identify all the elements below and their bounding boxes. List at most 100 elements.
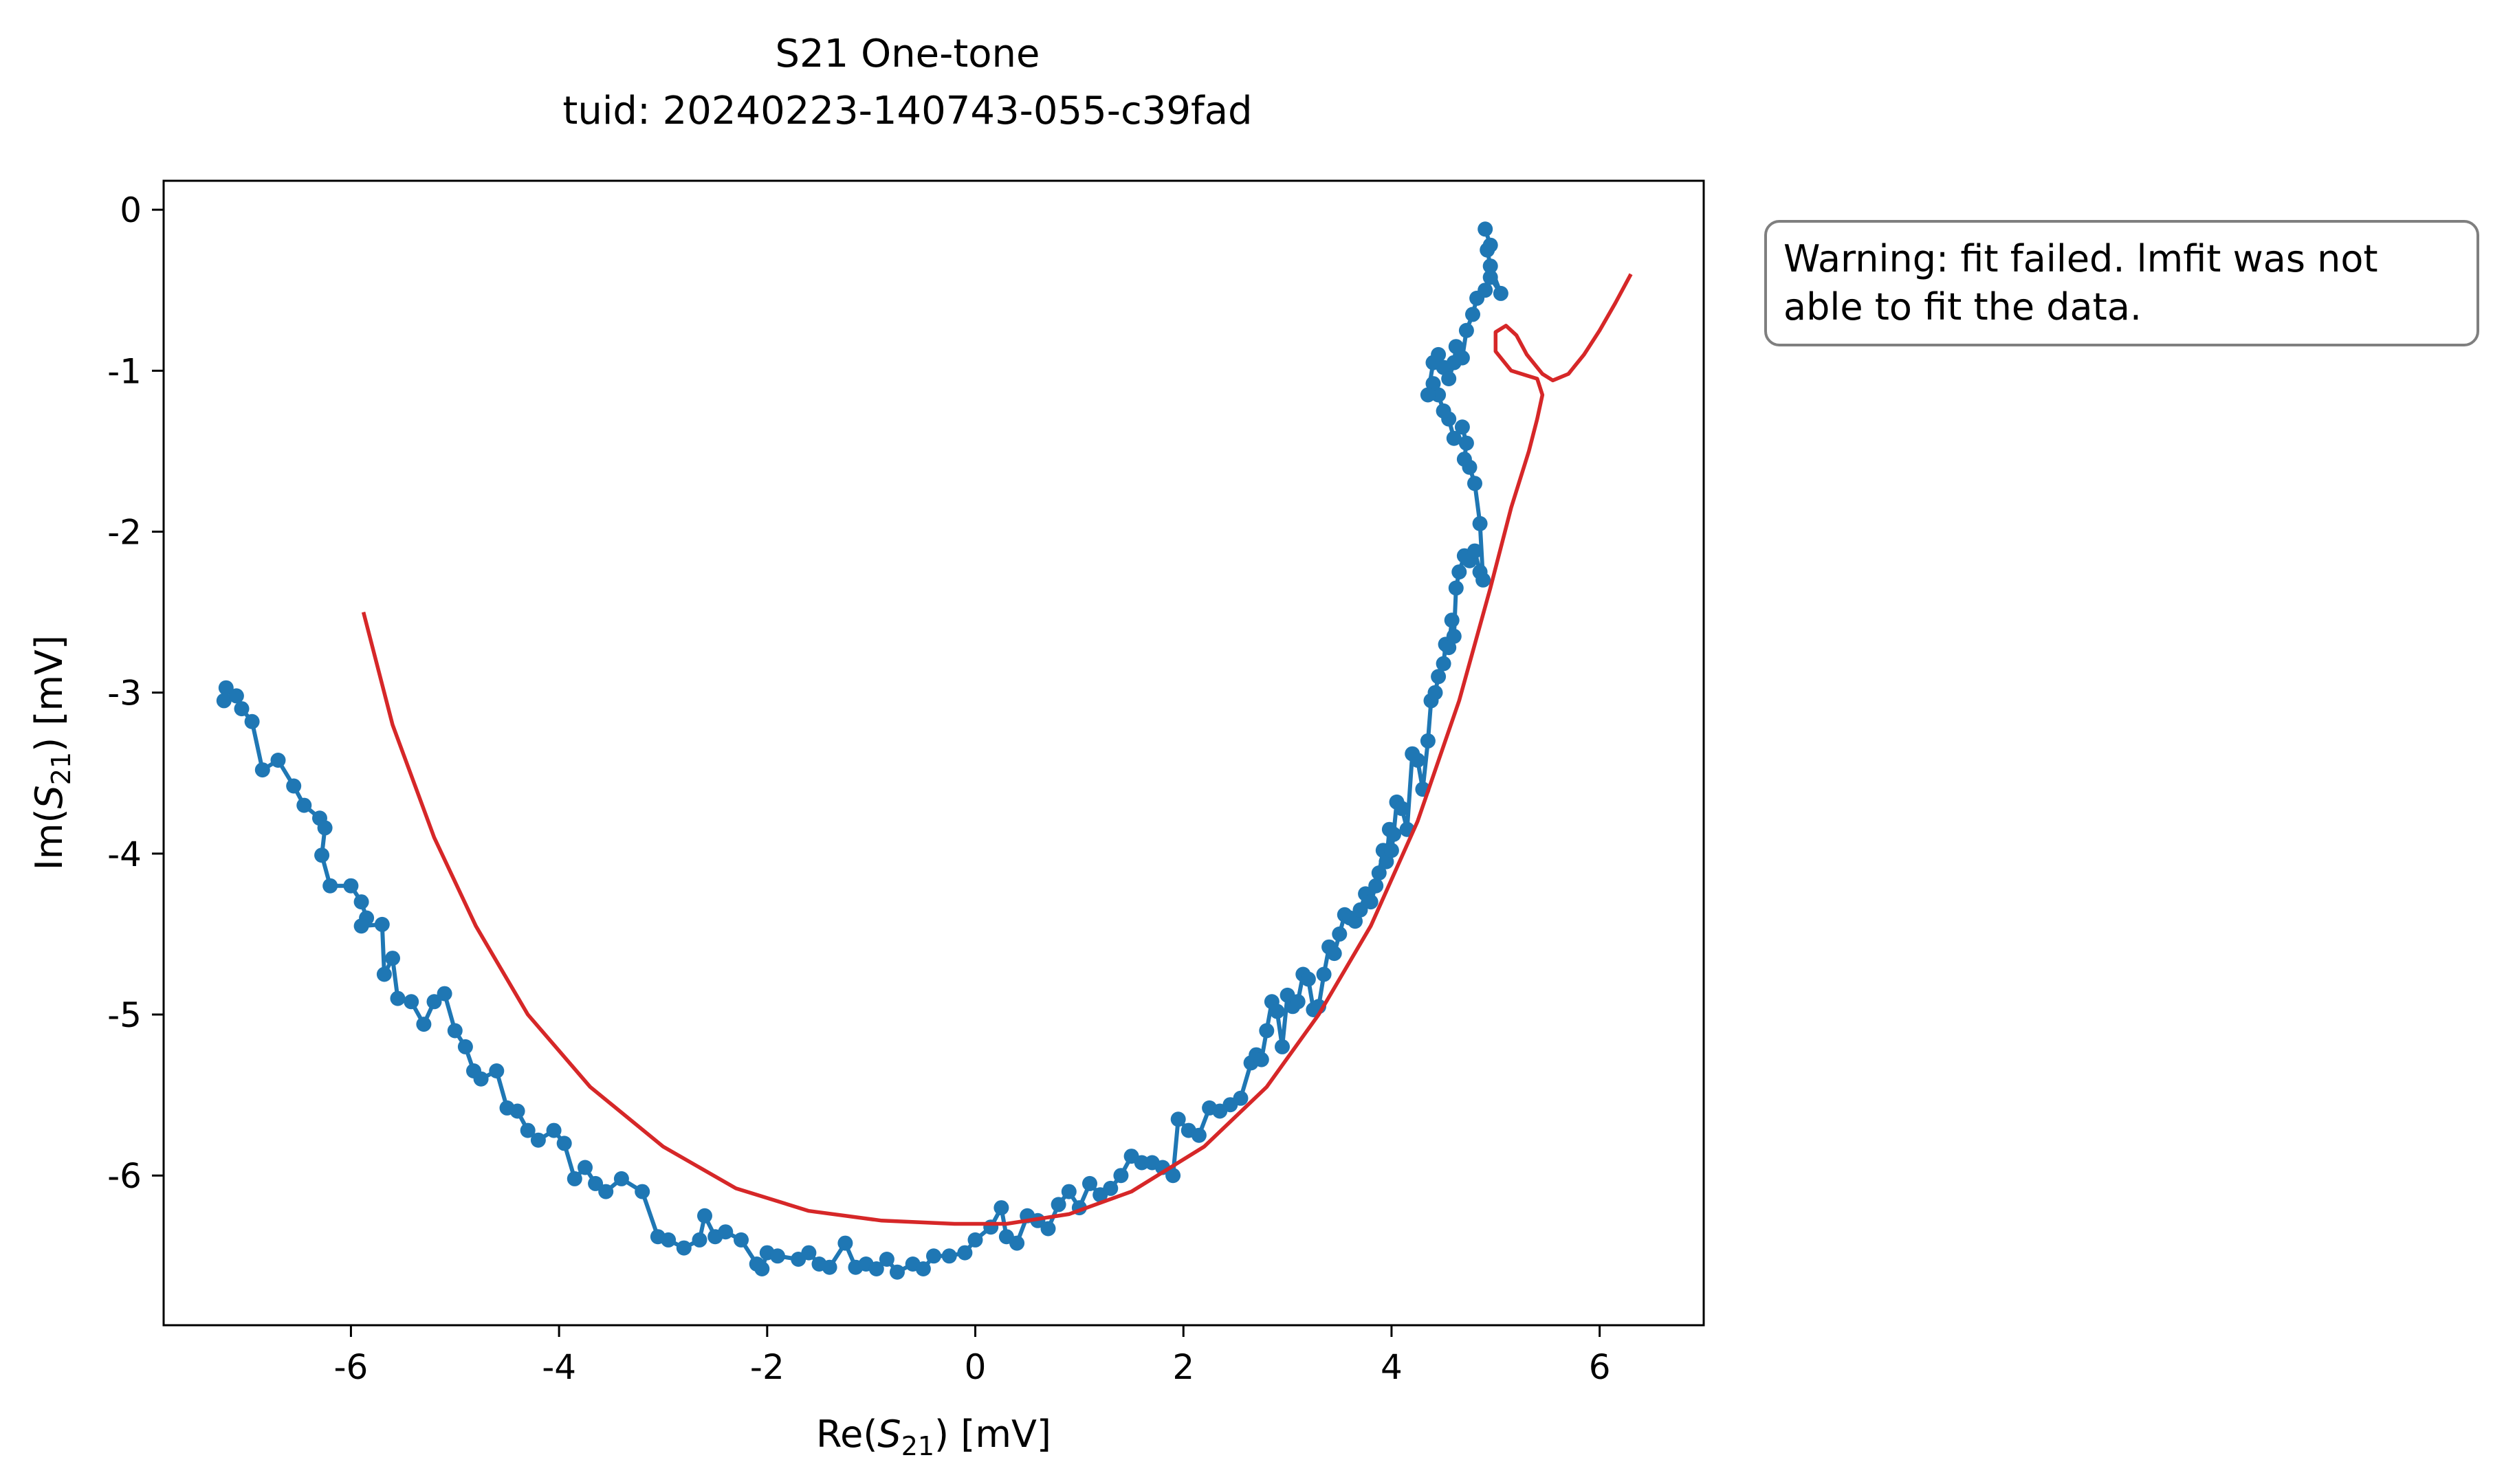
data-point xyxy=(228,688,244,704)
data-point xyxy=(613,1171,629,1186)
data-point xyxy=(1386,826,1401,842)
data-point xyxy=(286,778,302,794)
data-point xyxy=(1458,435,1474,451)
chart-title: S21 One-tone xyxy=(776,32,1040,76)
data-point xyxy=(1082,1175,1097,1191)
data-point xyxy=(661,1232,677,1248)
x-tick-label: -4 xyxy=(542,1347,576,1387)
data-point xyxy=(1448,339,1464,355)
data-point xyxy=(1446,628,1462,644)
data-point xyxy=(1475,572,1491,588)
data-point xyxy=(426,994,442,1010)
data-point xyxy=(801,1245,817,1261)
y-tick-label: -2 xyxy=(107,513,142,553)
data-point xyxy=(1420,387,1436,403)
data-point xyxy=(1061,1184,1077,1199)
data-point xyxy=(390,990,406,1006)
data-point xyxy=(296,797,312,813)
data-point xyxy=(353,918,369,934)
data-point xyxy=(1444,612,1460,628)
x-tick-label: 2 xyxy=(1172,1347,1194,1387)
data-point xyxy=(1420,733,1436,749)
data-point xyxy=(447,1023,463,1039)
data-point xyxy=(1379,854,1394,870)
data-point xyxy=(697,1208,712,1223)
data-point xyxy=(926,1248,941,1264)
data-point xyxy=(879,1252,894,1267)
data-point xyxy=(1431,669,1447,685)
y-tick-label: -6 xyxy=(107,1156,142,1196)
data-point xyxy=(1441,371,1457,386)
data-point xyxy=(1233,1090,1249,1106)
data-point xyxy=(822,1259,837,1275)
x-tick-label: 4 xyxy=(1381,1347,1403,1387)
data-point xyxy=(1436,656,1451,672)
y-tick-label: 0 xyxy=(120,190,142,230)
data-point xyxy=(218,680,234,696)
x-tick-label: 0 xyxy=(965,1347,987,1387)
data-point xyxy=(1454,419,1470,435)
data-point xyxy=(1482,258,1498,274)
plot-frame xyxy=(162,179,1705,1327)
data-point xyxy=(1467,543,1482,559)
data-point xyxy=(957,1245,973,1261)
data-point xyxy=(1431,387,1447,403)
data-point xyxy=(1009,1235,1025,1251)
data-point xyxy=(546,1122,562,1138)
data-point xyxy=(1436,403,1451,419)
y-axis-label-pre: Im( xyxy=(28,808,71,870)
data-point xyxy=(1051,1197,1066,1212)
data-point xyxy=(254,762,270,778)
data-point xyxy=(1478,283,1493,298)
y-tick-label: -4 xyxy=(107,834,142,874)
data-point xyxy=(520,1122,536,1138)
data-point xyxy=(1482,269,1498,285)
x-tick-label: -6 xyxy=(334,1347,369,1387)
data-point xyxy=(1465,307,1480,322)
data-point xyxy=(692,1232,707,1248)
data-point xyxy=(509,1103,525,1119)
data-point xyxy=(578,1160,593,1175)
data-point xyxy=(1425,376,1441,392)
data-point xyxy=(598,1184,614,1199)
data-point xyxy=(1275,1039,1290,1054)
data-point xyxy=(1448,580,1464,596)
y-axis-label-subscript: 21 xyxy=(46,752,76,785)
data-point xyxy=(1472,516,1488,531)
data-point xyxy=(1170,1111,1186,1127)
data-point xyxy=(1409,753,1425,768)
data-point xyxy=(1446,430,1462,446)
data-point xyxy=(473,1071,489,1087)
data-point xyxy=(1332,926,1348,942)
data-point xyxy=(1191,1127,1207,1143)
data-point xyxy=(1394,801,1410,817)
data-point xyxy=(635,1184,650,1199)
data-point xyxy=(374,916,390,932)
data-point xyxy=(530,1132,546,1148)
data-point xyxy=(1383,843,1399,859)
data-point xyxy=(216,693,232,709)
data-point xyxy=(457,1039,473,1054)
data-point xyxy=(1431,346,1447,362)
data-point xyxy=(868,1261,884,1276)
data-point xyxy=(1253,1052,1269,1067)
data-point xyxy=(1326,946,1342,962)
data-point xyxy=(1352,902,1368,918)
x-axis-label-pre: Re( xyxy=(816,1413,877,1456)
data-point xyxy=(676,1240,692,1256)
data-point xyxy=(941,1248,957,1264)
data-point xyxy=(1259,1023,1275,1039)
data-point xyxy=(588,1175,604,1191)
data-point xyxy=(416,1017,432,1032)
data-point xyxy=(915,1261,931,1276)
data-point xyxy=(718,1224,734,1240)
x-tick-label: 6 xyxy=(1589,1347,1611,1387)
data-point xyxy=(556,1136,572,1151)
data-point xyxy=(1368,878,1384,894)
data-point xyxy=(353,894,369,910)
data-point xyxy=(1371,865,1387,881)
data-point xyxy=(890,1264,905,1280)
data-point xyxy=(967,1232,983,1248)
data-point xyxy=(314,848,330,863)
